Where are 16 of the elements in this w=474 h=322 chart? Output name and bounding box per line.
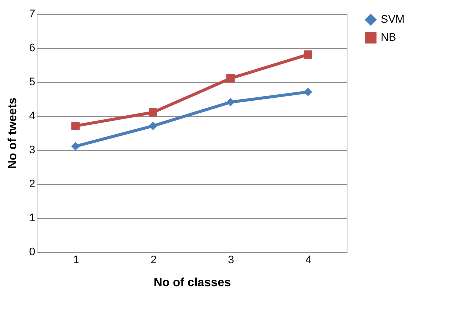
x-axis-title: No of classes xyxy=(154,276,232,290)
x-tick-label: 2 xyxy=(150,254,157,266)
legend-label: NB xyxy=(381,32,396,44)
x-tick-label: 3 xyxy=(228,254,234,266)
y-tick-label: 0 xyxy=(29,246,36,258)
x-tick-label: 4 xyxy=(306,254,312,266)
y-axis-title: No of tweets xyxy=(5,98,20,170)
y-tick-label: 5 xyxy=(29,76,36,88)
y-tick-label: 7 xyxy=(29,8,36,20)
y-tick-label: 3 xyxy=(29,144,36,156)
y-tick-label: 6 xyxy=(29,42,36,54)
y-tick-label: 1 xyxy=(29,212,36,224)
y-tick-label: 4 xyxy=(29,110,36,122)
legend-label: SVM xyxy=(381,14,405,26)
x-tick-label: 1 xyxy=(73,254,80,266)
y-tick-label: 2 xyxy=(29,178,36,190)
